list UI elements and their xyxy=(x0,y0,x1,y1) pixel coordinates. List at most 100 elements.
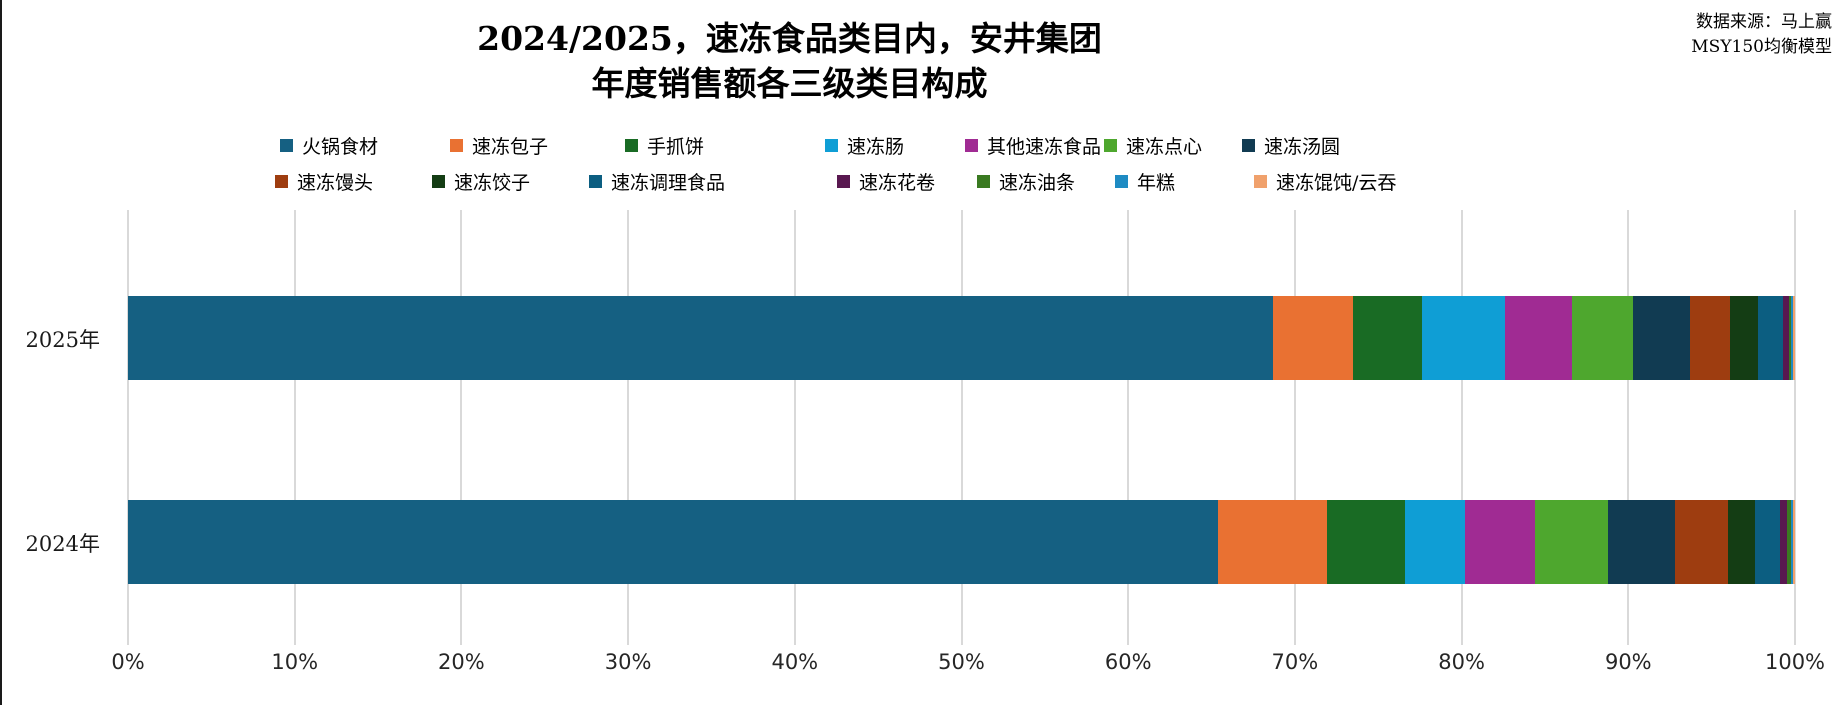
bar-segment-速冻馄饨/云吞 xyxy=(1792,296,1795,380)
bar-segment-速冻汤圆 xyxy=(1633,296,1690,380)
x-axis-tick-label: 90% xyxy=(1604,650,1652,674)
bar-segment-速冻饺子 xyxy=(1728,500,1755,584)
bar-segment-年糕 xyxy=(1790,296,1793,380)
legend-label: 速冻馄饨/云吞 xyxy=(1276,171,1397,194)
legend-item-速冻花卷: 速冻花卷 xyxy=(837,168,935,194)
x-axis-tick-label: 30% xyxy=(604,650,652,674)
gridline xyxy=(460,210,463,645)
legend-label: 年糕 xyxy=(1137,171,1176,194)
chart-title: 2024/2025，速冻食品类目内，安井集团 年度销售额各三级类目构成 xyxy=(2,16,1577,106)
bar-segment-速冻馒头 xyxy=(1674,500,1729,584)
legend-swatch-icon xyxy=(837,174,850,188)
legend-label: 速冻花卷 xyxy=(859,171,936,194)
data-source-line1: 数据来源：马上赢 xyxy=(1696,12,1832,32)
legend-label: 速冻点心 xyxy=(1126,135,1203,158)
bar-segment-速冻汤圆 xyxy=(1608,500,1675,584)
x-axis-tick-label: 60% xyxy=(1104,650,1152,674)
legend-item-速冻调理食品: 速冻调理食品 xyxy=(589,168,725,194)
bar-row-2024年 xyxy=(128,500,1795,584)
bar-segment-手抓饼 xyxy=(1353,296,1422,380)
legend-item-火锅食材: 火锅食材 xyxy=(280,132,378,158)
bar-segment-速冻馄饨/云吞 xyxy=(1792,500,1795,584)
data-source-note: 数据来源：马上赢 MSY150均衡模型 xyxy=(1691,10,1832,60)
legend-item-速冻饺子: 速冻饺子 xyxy=(432,168,530,194)
bar-segment-速冻点心 xyxy=(1571,296,1634,380)
gridline xyxy=(1794,210,1796,645)
chart-title-line1: 2024/2025，速冻食品类目内，安井集团 xyxy=(477,19,1102,58)
legend-swatch-icon xyxy=(450,138,463,152)
legend-item-其他速冻食品: 其他速冻食品 xyxy=(965,132,1101,158)
legend-swatch-icon xyxy=(432,174,445,188)
legend-label: 速冻油条 xyxy=(999,171,1076,194)
bar-segment-速冻包子 xyxy=(1273,296,1354,380)
legend-label: 速冻汤圆 xyxy=(1264,135,1341,158)
bar-segment-速冻肠 xyxy=(1404,500,1465,584)
legend-item-年糕: 年糕 xyxy=(1115,168,1175,194)
legend-label: 速冻调理食品 xyxy=(611,171,726,194)
gridline xyxy=(127,210,129,645)
bar-segment-手抓饼 xyxy=(1326,500,1405,584)
legend-swatch-icon xyxy=(825,138,838,152)
bar-segment-速冻花卷 xyxy=(1779,500,1787,584)
x-axis-tick-label: 0% xyxy=(111,650,145,674)
bar-segment-年糕 xyxy=(1790,500,1793,584)
legend-label: 其他速冻食品 xyxy=(987,135,1102,158)
bar-segment-速冻油条 xyxy=(1786,500,1791,584)
legend-label: 手抓饼 xyxy=(647,135,705,158)
bar-segment-速冻调理食品 xyxy=(1754,500,1780,584)
bar-segment-速冻包子 xyxy=(1218,500,1327,584)
legend-item-速冻点心: 速冻点心 xyxy=(1104,132,1202,158)
x-axis-tick-label: 20% xyxy=(438,650,485,674)
gridline xyxy=(1127,210,1130,645)
legend-label: 速冻饺子 xyxy=(454,171,531,194)
gridline xyxy=(293,210,296,645)
bar-segment-其他速冻食品 xyxy=(1504,296,1572,380)
gridline xyxy=(960,210,963,645)
bar-segment-速冻油条 xyxy=(1788,296,1791,380)
bar-segment-速冻点心 xyxy=(1534,500,1609,584)
legend-item-速冻油条: 速冻油条 xyxy=(977,168,1075,194)
legend-swatch-icon xyxy=(589,174,602,188)
legend-swatch-icon xyxy=(625,138,638,152)
x-axis-tick-label: 40% xyxy=(771,650,819,674)
legend-label: 速冻肠 xyxy=(847,135,905,158)
legend-swatch-icon xyxy=(977,174,990,188)
gridline xyxy=(1293,210,1296,645)
legend-swatch-icon xyxy=(275,174,288,188)
chart-title-line2: 年度销售额各三级类目构成 xyxy=(591,64,988,103)
x-axis-tick-label: 80% xyxy=(1438,650,1485,674)
x-axis-tick-label: 50% xyxy=(938,650,985,674)
legend-item-速冻馒头: 速冻馒头 xyxy=(275,168,373,194)
gridline xyxy=(1627,210,1630,645)
legend-swatch-icon xyxy=(965,138,978,152)
data-source-line2: MSY150均衡模型 xyxy=(1691,37,1832,57)
gridline xyxy=(1460,210,1463,645)
bar-segment-火锅食材 xyxy=(128,296,1274,380)
bar-segment-速冻花卷 xyxy=(1783,296,1789,380)
gridline xyxy=(627,210,630,645)
bar-segment-速冻馒头 xyxy=(1689,296,1730,380)
bar-segment-速冻肠 xyxy=(1421,296,1505,380)
legend-item-速冻肠: 速冻肠 xyxy=(825,132,904,158)
legend-item-速冻馄饨/云吞: 速冻馄饨/云吞 xyxy=(1254,168,1396,194)
y-axis-category-label: 2024年 xyxy=(25,532,100,556)
bar-segment-火锅食材 xyxy=(128,500,1219,584)
legend-item-速冻包子: 速冻包子 xyxy=(450,132,548,158)
x-axis-tick-label: 70% xyxy=(1271,650,1319,674)
legend-label: 火锅食材 xyxy=(302,135,379,158)
y-axis-category-label: 2025年 xyxy=(25,328,100,352)
x-axis-tick-label: 10% xyxy=(271,650,319,674)
legend-swatch-icon xyxy=(1242,138,1255,152)
x-axis-tick-label: 100% xyxy=(1764,650,1826,674)
bar-segment-其他速冻食品 xyxy=(1464,500,1535,584)
legend-swatch-icon xyxy=(1254,174,1267,188)
legend-item-速冻汤圆: 速冻汤圆 xyxy=(1242,132,1340,158)
bar-row-2025年 xyxy=(128,296,1795,380)
legend-swatch-icon xyxy=(280,138,293,152)
bar-segment-速冻调理食品 xyxy=(1758,296,1784,380)
legend-swatch-icon xyxy=(1104,138,1117,152)
legend-label: 速冻包子 xyxy=(472,135,549,158)
legend-label: 速冻馒头 xyxy=(297,171,374,194)
legend-swatch-icon xyxy=(1115,174,1128,188)
